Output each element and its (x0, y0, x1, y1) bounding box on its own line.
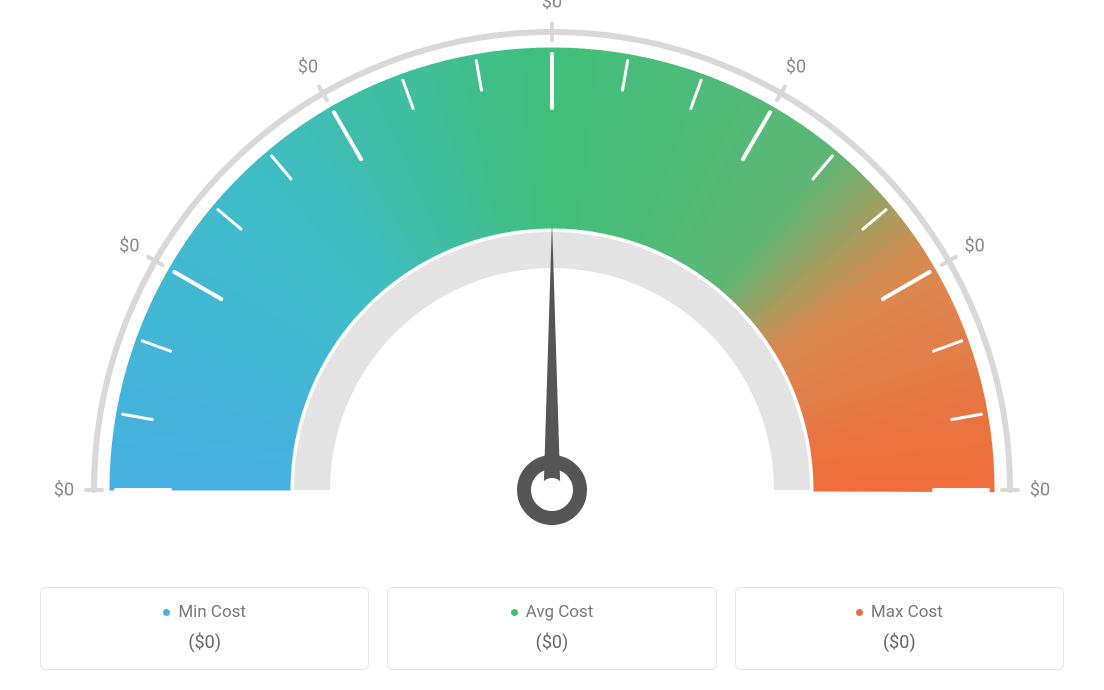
legend-value-min: ($0) (51, 632, 358, 653)
legend-box-max: Max Cost ($0) (735, 587, 1064, 670)
legend-box-avg: Avg Cost ($0) (387, 587, 716, 670)
legend-title-min: Min Cost (163, 602, 246, 622)
gauge-tick-label: $0 (1030, 480, 1050, 501)
gauge-tick-label: $0 (54, 480, 74, 501)
gauge-tick-label: $0 (119, 236, 139, 257)
gauge-tick-label: $0 (964, 236, 984, 257)
legend-title-max: Max Cost (856, 602, 943, 622)
legend-value-avg: ($0) (398, 632, 705, 653)
legend-title-avg: Avg Cost (511, 602, 594, 622)
legend-row: Min Cost ($0) Avg Cost ($0) Max Cost ($0… (40, 587, 1064, 670)
gauge-area: $0 $0 $0 $0 $0 $0 $0 (0, 0, 1104, 555)
legend-dot-min (163, 609, 170, 616)
gauge-svg (0, 0, 1104, 555)
legend-label-min: Min Cost (178, 602, 246, 622)
legend-label-max: Max Cost (871, 602, 943, 622)
legend-dot-max (856, 609, 863, 616)
legend-box-min: Min Cost ($0) (40, 587, 369, 670)
legend-value-max: ($0) (746, 632, 1053, 653)
legend-label-avg: Avg Cost (526, 602, 594, 622)
gauge-tick-label: $0 (542, 0, 562, 13)
legend-dot-avg (511, 609, 518, 616)
gauge-tick-label: $0 (786, 57, 806, 78)
gauge-chart-container: $0 $0 $0 $0 $0 $0 $0 Min Cost ($0) Avg Cost ($… (0, 0, 1104, 690)
gauge-tick-label: $0 (298, 57, 318, 78)
